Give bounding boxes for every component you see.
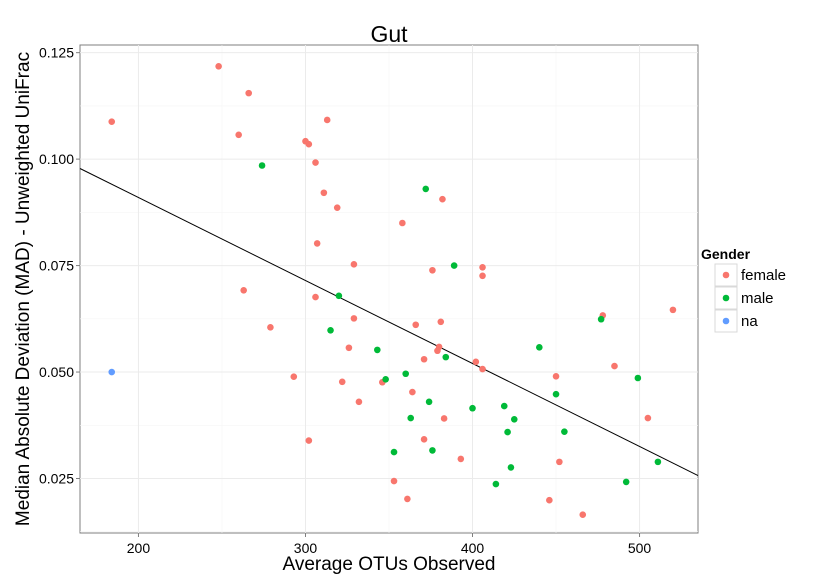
data-point-female [399, 219, 406, 227]
data-point-male [469, 404, 476, 412]
data-point-male [507, 464, 515, 471]
data-point-female [323, 116, 331, 124]
data-point-male [536, 344, 543, 351]
data-point-na [108, 368, 116, 376]
legend-label-male: male [741, 290, 774, 307]
y-tick-label: 0.125 [39, 45, 74, 61]
data-point-male [622, 478, 630, 486]
data-point-female [579, 511, 587, 518]
data-point-female [479, 263, 486, 271]
data-point-male [327, 327, 334, 334]
data-point-female [644, 414, 652, 422]
data-point-female [267, 324, 274, 331]
y-tick-label: 0.075 [39, 258, 74, 274]
data-point-female [669, 306, 677, 314]
data-point-female [312, 293, 319, 301]
data-point-female [240, 286, 247, 294]
trend-line [79, 168, 699, 476]
data-point-female [215, 62, 222, 70]
data-point-male [500, 402, 508, 410]
y-tick-label: 0.050 [39, 364, 74, 380]
data-point-female [312, 159, 319, 166]
data-point-male [422, 185, 430, 193]
data-point-male [654, 458, 662, 466]
x-tick-label: 500 [628, 540, 652, 556]
x-tick-label: 300 [294, 540, 318, 556]
data-point-female [290, 373, 298, 381]
y-axis-title: Median Absolute Deviation (MAD) - Unweig… [13, 52, 34, 526]
data-point-female [479, 272, 486, 280]
data-point-male [561, 428, 568, 435]
legend: Gender female male na [701, 246, 786, 333]
data-point-female [429, 266, 436, 274]
data-point-male [552, 390, 560, 398]
data-point-female [305, 140, 313, 148]
grid-lines [80, 45, 698, 533]
data-point-female [420, 436, 428, 443]
data-point-female [350, 315, 358, 322]
trend-line-group [79, 168, 699, 476]
data-point-female [472, 358, 480, 366]
legend-key-female [722, 271, 730, 279]
data-point-female [390, 477, 398, 485]
data-point-female [108, 118, 116, 125]
data-point-male [425, 398, 433, 406]
x-axis-title: Average OTUs Observed [283, 554, 496, 575]
chart-title: Gut [370, 21, 408, 47]
data-point-male [335, 292, 343, 300]
data-point-female [412, 321, 420, 329]
x-tick-label: 400 [461, 540, 485, 556]
data-point-female [345, 344, 353, 352]
y-tick-label: 0.100 [39, 151, 74, 167]
data-point-female [611, 362, 618, 370]
data-point-male [450, 262, 458, 269]
x-tick-label: 200 [127, 540, 151, 556]
data-point-female [439, 195, 446, 203]
legend-title: Gender [701, 246, 751, 262]
legend-key-na [722, 317, 730, 325]
data-point-female [546, 496, 553, 504]
data-point-female [552, 372, 560, 380]
data-point-female [437, 318, 445, 326]
data-point-male [407, 414, 415, 422]
data-points [108, 62, 677, 518]
data-point-female [350, 261, 358, 268]
data-point-male [442, 353, 450, 361]
data-point-female [305, 437, 313, 444]
data-point-male [374, 346, 381, 354]
data-point-male [634, 374, 642, 382]
data-point-female [235, 131, 242, 139]
y-axis-ticks: 0.025 0.050 0.075 0.100 0.125 [39, 45, 80, 486]
data-point-female [420, 355, 428, 363]
data-point-male [510, 416, 518, 423]
data-point-male [429, 447, 436, 454]
data-point-female [404, 495, 411, 503]
x-axis-ticks: 200 300 400 500 [127, 533, 652, 556]
data-point-female [245, 89, 252, 97]
data-point-female [338, 378, 346, 386]
data-point-male [504, 428, 511, 436]
data-point-male [382, 375, 389, 383]
data-point-female [434, 347, 441, 355]
data-point-male [390, 448, 398, 456]
legend-key-male [722, 294, 730, 302]
data-point-female [355, 398, 363, 406]
data-point-female [313, 240, 321, 247]
legend-label-na: na [741, 313, 758, 330]
legend-label-female: female [741, 267, 786, 284]
data-point-female [333, 204, 341, 211]
data-point-male [492, 480, 500, 488]
data-point-female [409, 388, 416, 396]
data-point-male [402, 370, 410, 378]
data-point-female [320, 189, 328, 197]
data-point-female [440, 415, 448, 422]
data-point-female [479, 365, 486, 373]
data-point-female [457, 455, 465, 463]
data-point-male [258, 162, 266, 169]
data-point-male [597, 315, 605, 323]
y-tick-label: 0.025 [39, 470, 74, 486]
data-point-female [556, 458, 563, 466]
